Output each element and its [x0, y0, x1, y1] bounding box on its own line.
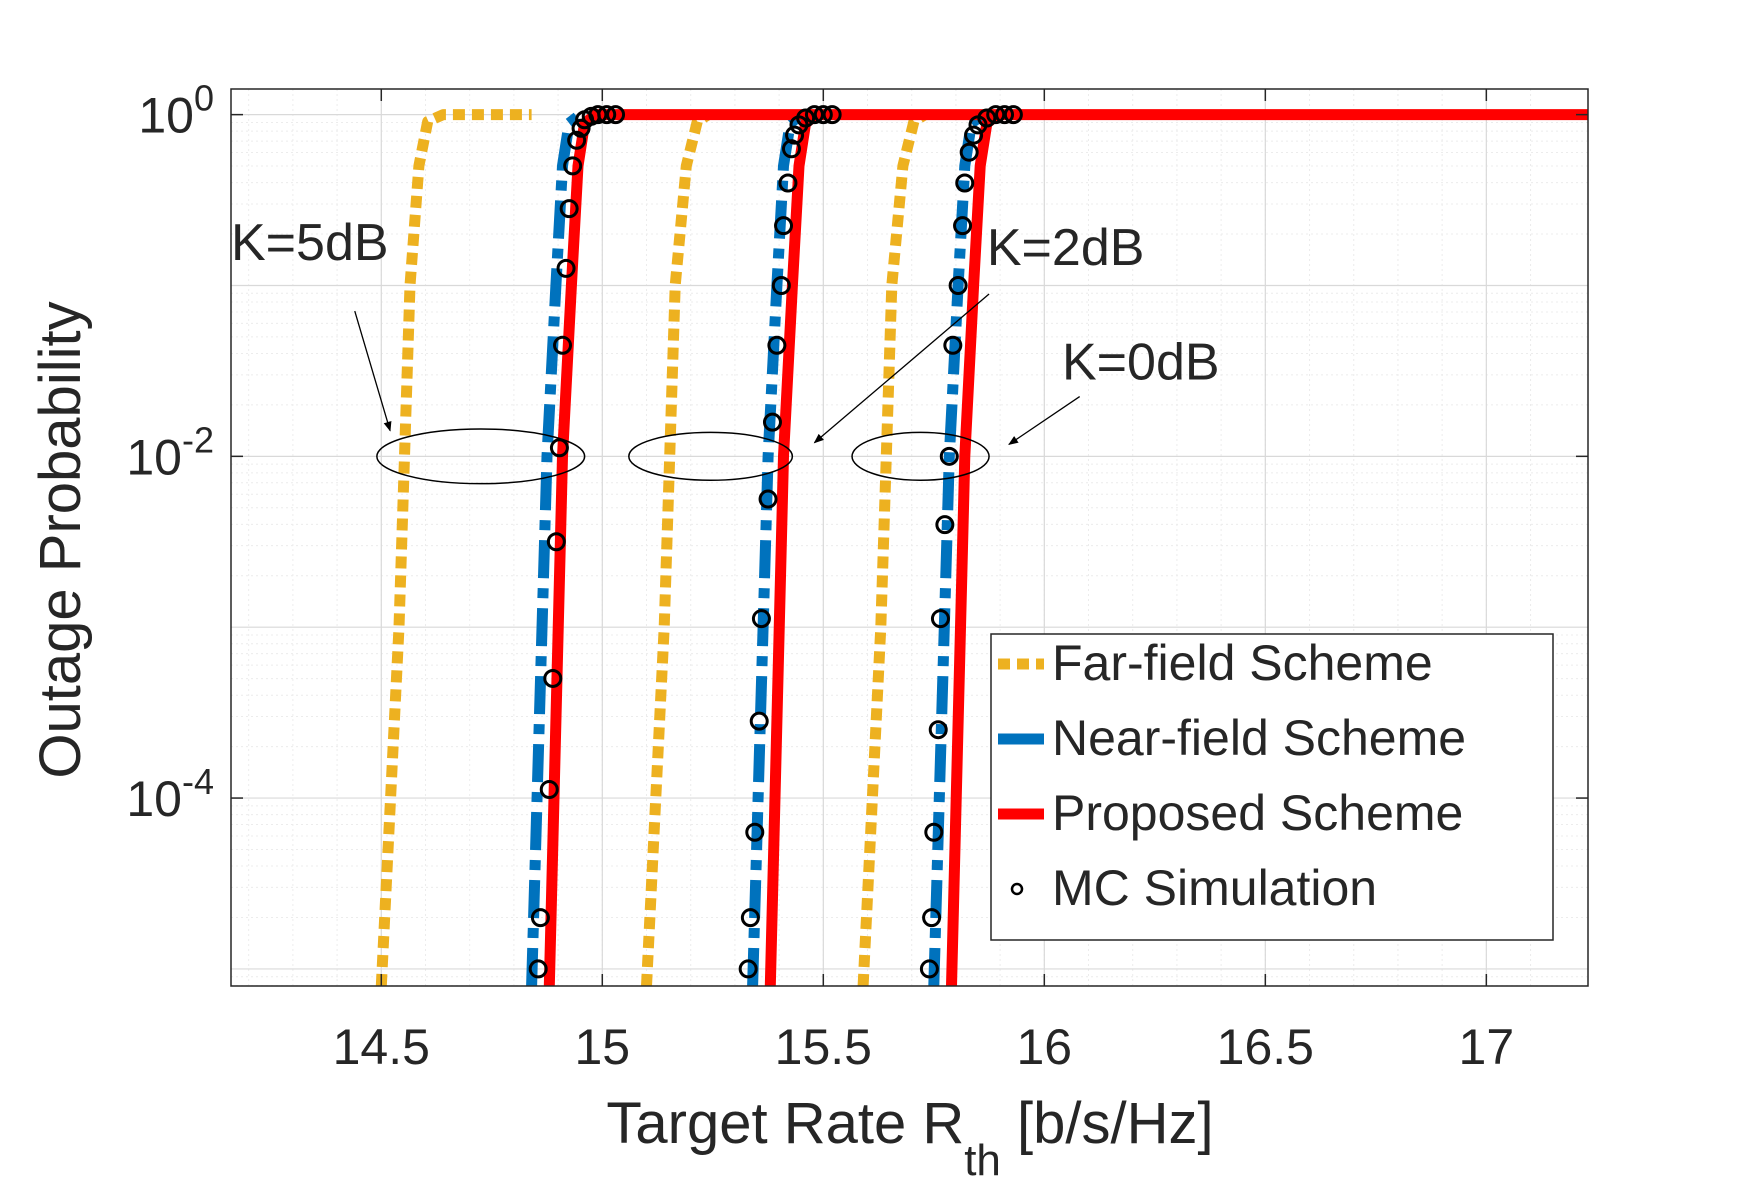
legend-label: Proposed Scheme — [1052, 785, 1463, 841]
legend: Far-field Scheme Near-field Scheme Propose… — [990, 633, 1554, 941]
mc-simulation-marker — [571, 118, 591, 138]
x-axis-label-unit: [b/s/Hz] — [1001, 1091, 1214, 1156]
legend-label: Near-field Scheme — [1052, 710, 1466, 766]
y-tick-label: 10-4 — [126, 761, 214, 827]
mc-simulation-marker — [563, 156, 583, 176]
proposed-scheme-curve — [946, 110, 1002, 986]
mc-simulation-marker — [781, 139, 801, 159]
mc-simulation-marker — [774, 216, 794, 236]
mc-simulation-marker — [964, 125, 984, 145]
mc-simulation-marker — [740, 908, 760, 928]
near-scheme-curve — [928, 110, 986, 986]
y-tick-label-exponent: -2 — [182, 419, 214, 460]
mc-simulation-marker — [749, 711, 769, 731]
legend-box — [990, 633, 1554, 941]
mc-simulation-marker — [1003, 105, 1023, 125]
mc-simulation-marker — [771, 275, 791, 295]
y-tick-label: 100 — [138, 78, 214, 144]
far-scheme-curve — [857, 109, 928, 986]
mc-simulation-marker — [606, 105, 626, 125]
plot-frame — [230, 88, 1589, 987]
legend-marker-mc — [1010, 882, 1024, 896]
mc-simulation-marker — [813, 105, 833, 125]
x-tick-label: 15 — [574, 1019, 630, 1075]
mc-simulation-marker — [745, 822, 765, 842]
y-tick-label-base: 10 — [138, 88, 194, 144]
mc-simulation-marker — [796, 108, 816, 128]
plot-series — [375, 105, 1588, 986]
mc-simulation-marker — [959, 142, 979, 162]
mc-simulation-marker — [804, 105, 824, 125]
mc-simulation-marker — [567, 130, 587, 150]
x-tick-label: 15.5 — [775, 1019, 872, 1075]
mc-simulation-marker — [546, 532, 566, 552]
annotation-arrow — [354, 310, 392, 432]
mc-simulation-marker — [930, 609, 950, 629]
mc-simulation-marker — [530, 908, 550, 928]
mc-simulation-marker — [986, 105, 1006, 125]
mc-simulation-marker — [539, 780, 559, 800]
x-axis-label: Target Rate Rth [b/s/Hz] — [606, 1091, 1213, 1185]
annotation-arrow — [1008, 396, 1081, 445]
mc-simulation-marker — [751, 609, 771, 629]
mc-simulation-marker — [549, 438, 569, 458]
far-scheme-curve — [375, 109, 532, 986]
annotation-ellipse — [628, 431, 794, 482]
legend-label: MC Simulation — [1052, 860, 1377, 916]
y-tick-label-base: 10 — [126, 771, 182, 827]
mc-simulation-marker — [943, 335, 963, 355]
y-axis-label: Outage Probability — [28, 301, 93, 778]
y-tick-label-exponent: 0 — [194, 78, 214, 119]
mc-simulation-marker — [928, 720, 948, 740]
y-tick-label-exponent: -4 — [182, 761, 214, 802]
mc-simulation-marker — [953, 216, 973, 236]
near-scheme-curve — [526, 110, 584, 986]
annotation-ellipse — [851, 431, 990, 482]
mc-simulation-marker — [785, 125, 805, 145]
mc-simulation-marker — [919, 959, 939, 979]
annotations: K=5dB K=2dB K=0dB — [231, 214, 1220, 485]
mc-simulation-marker — [528, 959, 548, 979]
x-tick-label: 16 — [1017, 1019, 1073, 1075]
x-tick-label: 16.5 — [1217, 1019, 1314, 1075]
mc-simulation-marker — [948, 275, 968, 295]
mc-simulation-marker — [935, 515, 955, 535]
annotation-label: K=5dB — [231, 214, 389, 272]
far-scheme-curve — [641, 109, 712, 986]
mc-simulation-marker — [556, 258, 576, 278]
mc-simulation-marker — [778, 173, 798, 193]
y-tick-label: 10-2 — [126, 419, 214, 485]
mc-simulation-marker — [758, 489, 778, 509]
mc-simulation-marker — [767, 335, 787, 355]
annotation-label: K=2dB — [987, 219, 1145, 277]
mc-simulation-marker — [738, 959, 758, 979]
mc-simulation-marker — [559, 199, 579, 219]
mc-simulation-marker — [588, 105, 608, 125]
mc-simulation-marker — [939, 446, 959, 466]
mc-simulation-marker — [597, 105, 617, 125]
mc-simulation-marker — [543, 668, 563, 688]
mc-simulation-marker — [762, 412, 782, 432]
x-tick-label: 17 — [1459, 1019, 1515, 1075]
mc-simulation-marker — [955, 173, 975, 193]
annotation-ellipse — [376, 428, 586, 485]
x-axis-label-subscript: th — [964, 1136, 1001, 1185]
legend-label: Far-field Scheme — [1052, 635, 1433, 691]
x-axis-label-main: Target Rate R — [606, 1091, 964, 1156]
annotation-arrow — [813, 293, 990, 444]
mc-simulation-marker — [995, 105, 1015, 125]
mc-simulation-marker — [553, 335, 573, 355]
y-tick-label-base: 10 — [126, 429, 182, 485]
mc-simulation-marker — [977, 108, 997, 128]
mc-simulation-marker — [924, 822, 944, 842]
mc-simulation-marker — [822, 105, 842, 125]
mc-simulation-marker — [922, 908, 942, 928]
x-tick-label: 14.5 — [333, 1019, 430, 1075]
annotation-label: K=0dB — [1062, 333, 1220, 391]
